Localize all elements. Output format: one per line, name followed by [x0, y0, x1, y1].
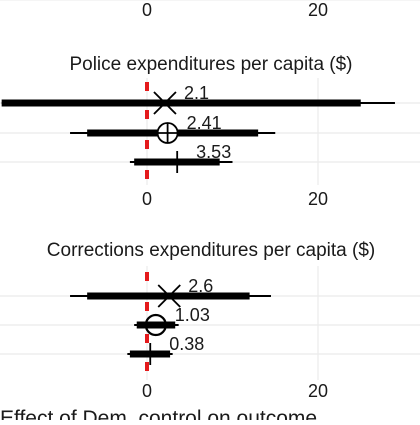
police-value-label-1: 2.41: [187, 113, 222, 133]
panel-corrections-tick-0: 0: [142, 381, 152, 401]
panel-top-tick-20: 20: [308, 0, 328, 20]
panel-police-marks: 2.1 2.41 3.53: [1, 82, 395, 179]
police-value-label-2: 3.53: [196, 142, 231, 162]
panel-police-tick-20: 20: [308, 189, 328, 209]
panel-police-title: Police expenditures per capita ($): [69, 54, 352, 75]
panel-top: 0 20: [0, 0, 420, 20]
panel-corrections-marks: 2.6 1.03 0.38: [70, 272, 271, 371]
x-axis-label: Effect of Dem. control on outcome: [0, 407, 317, 420]
panel-top-tick-0: 0: [142, 0, 152, 20]
panel-police-tick-0: 0: [142, 189, 152, 209]
corrections-value-label-0: 2.6: [188, 276, 213, 296]
panel-corrections-tick-20: 20: [308, 381, 328, 401]
corrections-point-0-b: [157, 284, 181, 308]
corrections-value-label-2: 0.38: [169, 334, 204, 354]
police-point-0-b: [153, 91, 177, 115]
police-value-label-0: 2.1: [184, 83, 209, 103]
corrections-point-1-circle: [144, 313, 167, 337]
corrections-value-label-1: 1.03: [175, 305, 210, 325]
panel-police: Police expenditures per capita ($) 2.12.…: [0, 54, 420, 209]
panel-corrections-title: Corrections expenditures per capita ($): [47, 240, 375, 261]
panel-corrections: Corrections expenditures per capita ($) …: [0, 240, 420, 401]
